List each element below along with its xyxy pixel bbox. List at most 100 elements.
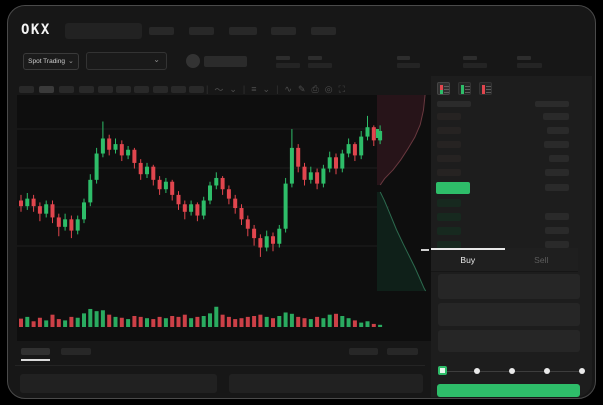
orders-action[interactable] [349, 348, 378, 355]
tab-sell[interactable]: Sell [534, 254, 549, 265]
candle-body [334, 157, 338, 169]
ask-price[interactable] [437, 113, 461, 120]
search-input[interactable] [65, 23, 142, 39]
candle-body [201, 200, 206, 216]
candle-body [220, 177, 225, 190]
buy-submit-button[interactable] [437, 384, 580, 397]
settings-icon[interactable]: ◎ [324, 83, 333, 94]
candle-body [239, 208, 244, 220]
color-bar [461, 85, 464, 90]
volume-bar [289, 313, 294, 327]
timeframe-button[interactable] [153, 86, 168, 93]
chevron-down-icon[interactable]: ⌄ [229, 83, 237, 94]
stat-value-placeholder [517, 63, 542, 68]
volume-bar [226, 316, 231, 327]
timeframe-button[interactable] [134, 86, 149, 93]
chevron-down-icon[interactable]: ⌄ [262, 83, 271, 94]
active-tab-underline [21, 359, 50, 361]
volume-bar [145, 318, 149, 327]
slider-step-dot[interactable] [474, 368, 480, 374]
candle-body [50, 204, 55, 218]
stat-value-placeholder [308, 63, 332, 68]
volume-bar [252, 316, 257, 327]
candle-body [302, 166, 307, 180]
volume-bar [50, 314, 55, 327]
ask-amount [547, 127, 569, 134]
indicator-icon[interactable]: ∿ [284, 83, 292, 94]
amount-slider-handle[interactable] [438, 366, 447, 375]
bid-price[interactable] [437, 213, 461, 221]
candle-body [233, 198, 238, 209]
orders-panel-placeholder [20, 374, 217, 393]
ask-price[interactable] [437, 169, 461, 176]
color-bar [482, 89, 485, 94]
candle-body [151, 166, 156, 180]
book-both-icon[interactable] [437, 82, 450, 95]
volume-bar [321, 318, 326, 327]
slider-step-dot[interactable] [579, 368, 585, 374]
volume-bar [277, 316, 282, 327]
volume-bar [220, 314, 225, 327]
order-input-field[interactable] [438, 303, 580, 326]
volume-bar [138, 316, 143, 327]
slider-step-dot[interactable] [544, 368, 550, 374]
chevron-down-icon: ⌄ [67, 58, 74, 65]
bid-price[interactable] [437, 227, 461, 235]
color-bar [440, 89, 443, 94]
ask-amount [543, 113, 569, 120]
candle-body [94, 153, 99, 180]
stat-value-placeholder [463, 63, 487, 68]
timeframe-button[interactable] [98, 86, 113, 93]
candle-body [69, 219, 74, 231]
color-bar [440, 85, 443, 90]
volume-bar [69, 316, 74, 327]
draw-icon[interactable]: ✎ [297, 83, 306, 94]
timeframe-button[interactable] [19, 86, 34, 93]
nav-item[interactable] [311, 27, 336, 35]
candle-body [182, 204, 187, 212]
candle-body [157, 179, 162, 190]
orders-action[interactable] [387, 348, 418, 355]
volume-bar [182, 314, 187, 327]
candlestick-chart[interactable] [17, 95, 431, 341]
order-input-field[interactable] [438, 330, 580, 352]
slider-step-dot[interactable] [509, 368, 515, 374]
candle-body [346, 144, 351, 154]
nav-item[interactable] [189, 27, 214, 35]
book-bids-icon[interactable] [458, 82, 471, 95]
market-type-label: Spot Trading [28, 58, 65, 65]
candle-type-icon[interactable]: ≡ [251, 84, 257, 94]
timeframe-button[interactable] [189, 86, 204, 93]
divider: | [206, 84, 209, 94]
divider [15, 365, 425, 366]
orders-tab[interactable] [61, 348, 91, 355]
fullscreen-icon[interactable]: ⛶ [338, 83, 345, 94]
bid-price[interactable] [437, 241, 461, 249]
pair-selector-dropdown[interactable]: ⌄ [86, 52, 167, 70]
camera-icon[interactable]: ⎙ [311, 83, 319, 94]
timeframe-button[interactable] [116, 86, 131, 93]
nav-item[interactable] [271, 27, 296, 35]
line-style-icon[interactable]: 〜 [214, 84, 224, 95]
market-type-dropdown[interactable]: Spot Trading ⌄ [23, 53, 79, 70]
volume-bar [346, 318, 351, 327]
order-input-field[interactable] [438, 274, 580, 299]
timeframe-button[interactable] [39, 86, 54, 93]
book-asks-icon[interactable] [479, 82, 492, 95]
timeframe-button[interactable] [59, 86, 74, 93]
tab-buy[interactable]: Buy [431, 248, 505, 271]
timeframe-button[interactable] [171, 86, 186, 93]
volume-bar [88, 308, 93, 327]
candle-body [359, 136, 364, 156]
bid-price[interactable] [437, 199, 461, 207]
ask-price[interactable] [437, 127, 461, 134]
ask-price[interactable] [437, 141, 461, 148]
nav-item[interactable] [149, 27, 174, 35]
timeframe-button[interactable] [79, 86, 94, 93]
nav-item[interactable] [229, 27, 257, 35]
candle-body [25, 198, 30, 207]
orders-tab[interactable] [21, 348, 50, 355]
ask-price[interactable] [437, 155, 461, 162]
volume-bar [264, 316, 269, 327]
